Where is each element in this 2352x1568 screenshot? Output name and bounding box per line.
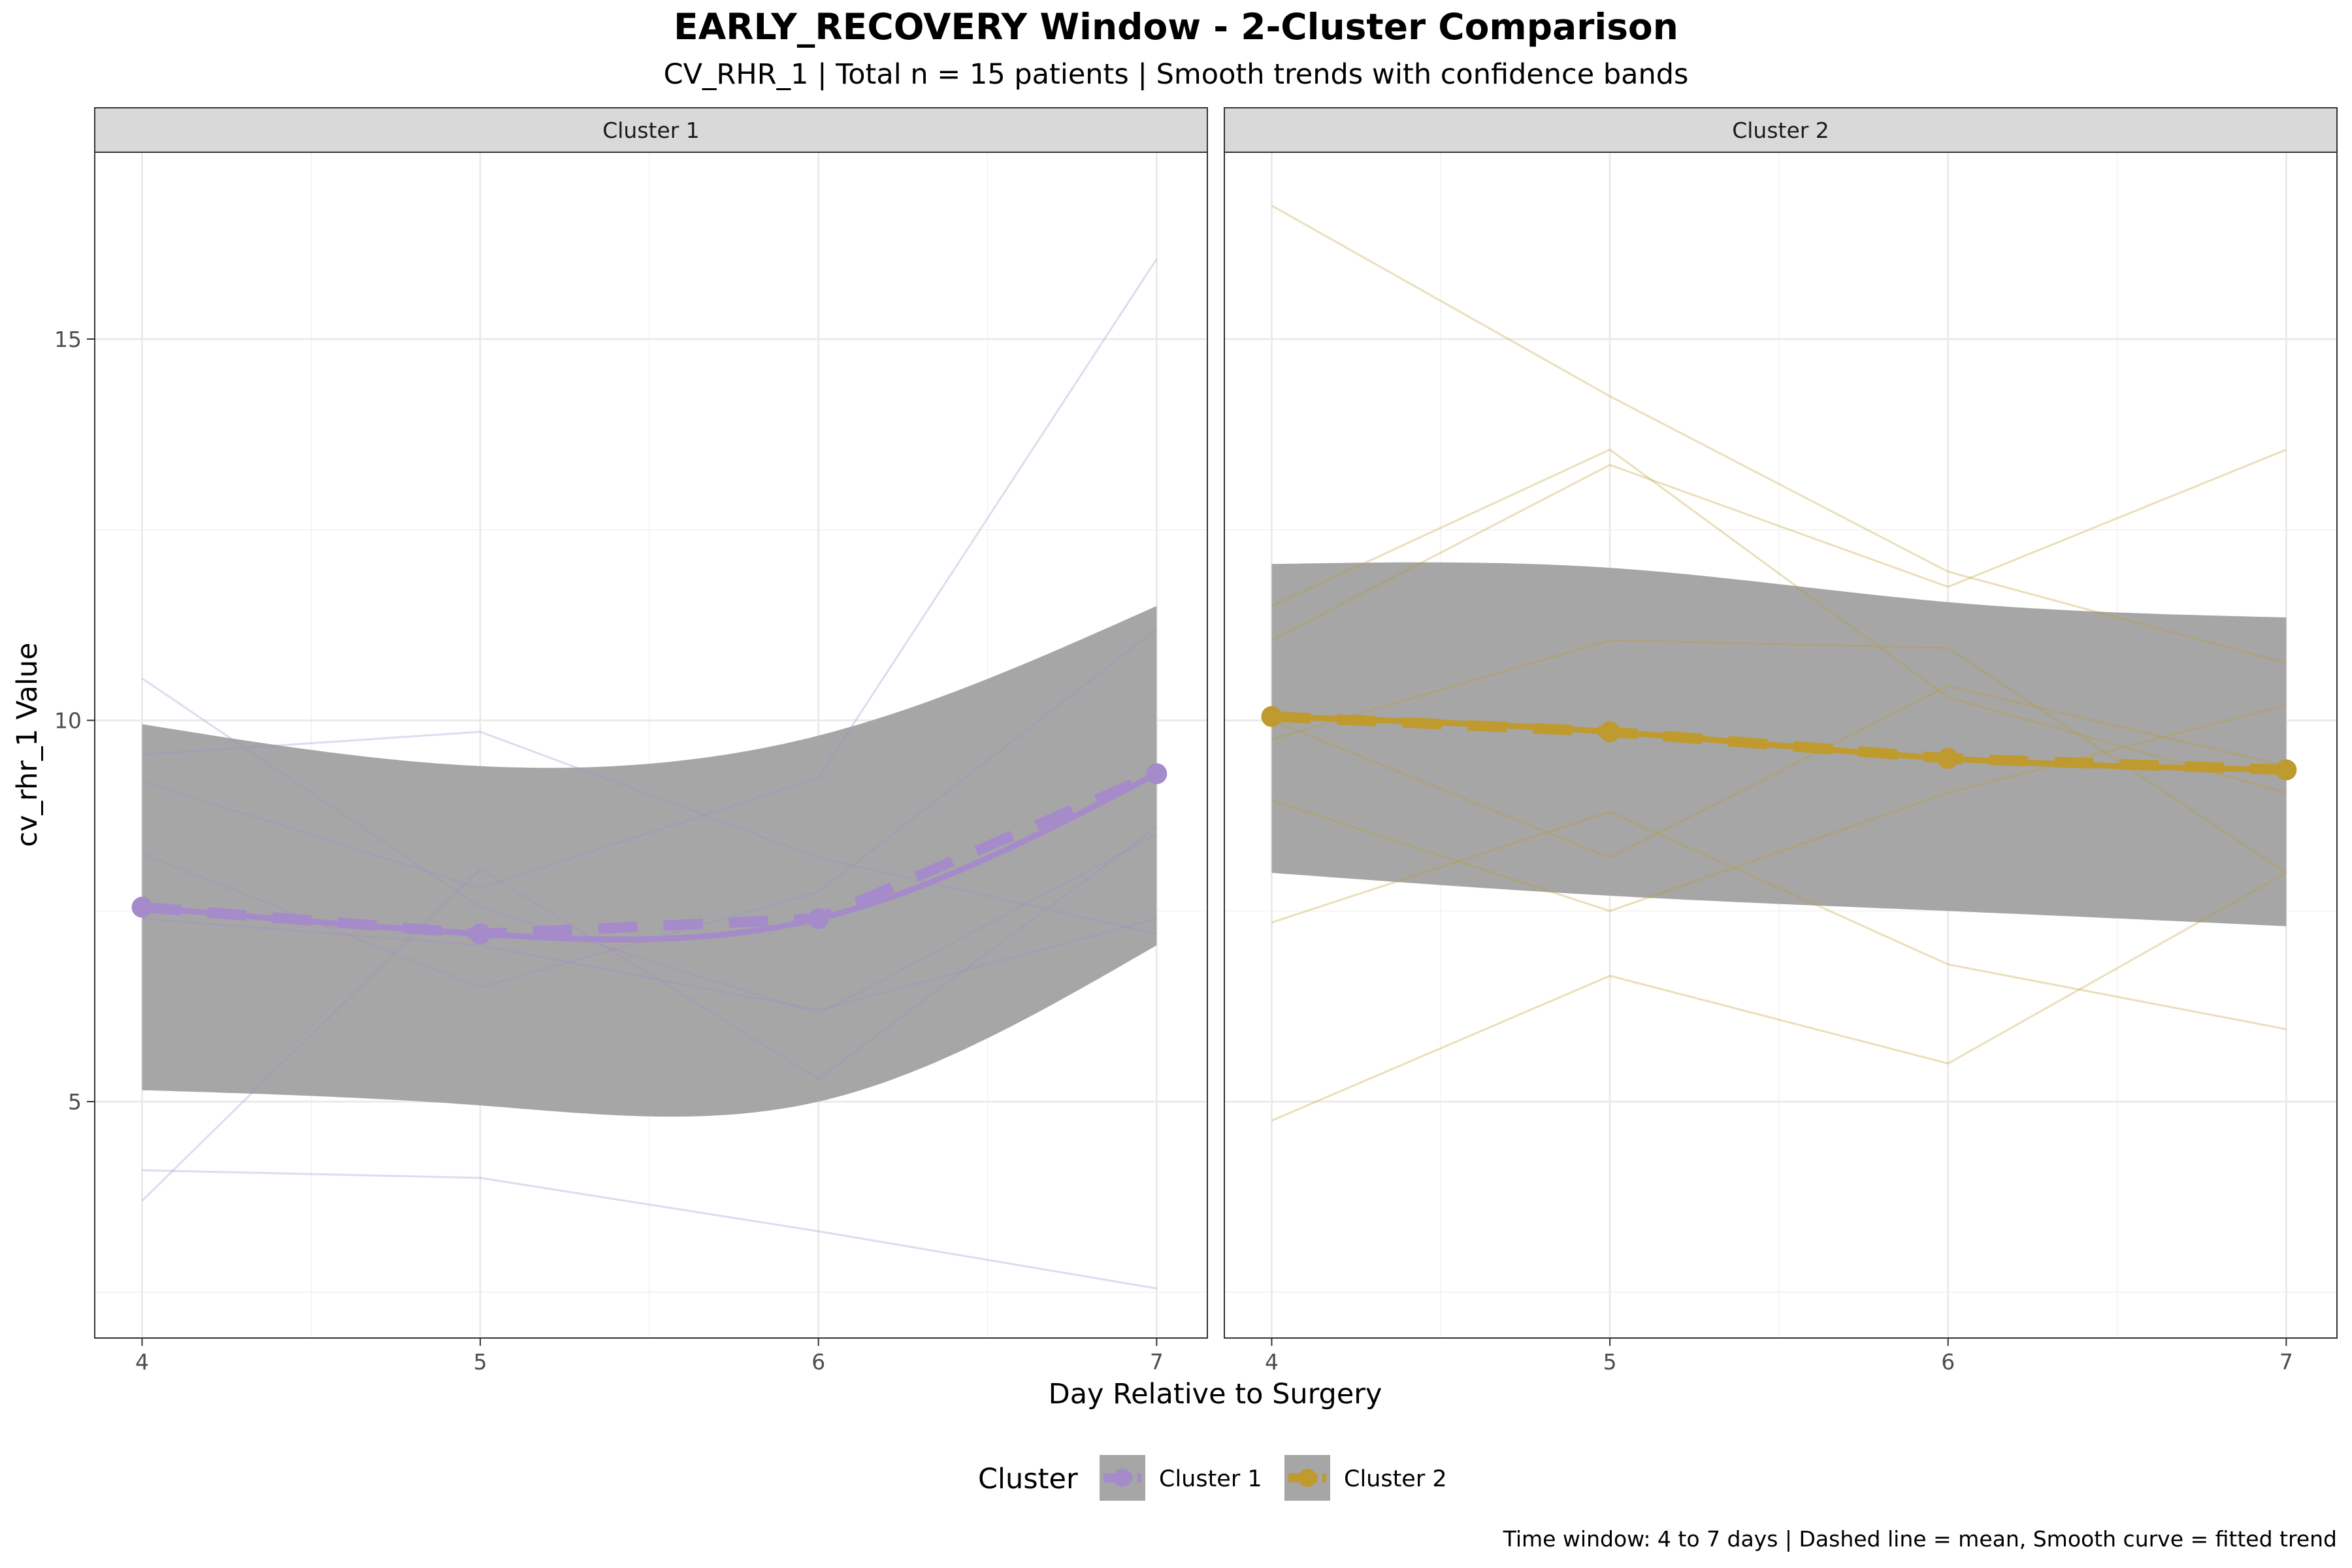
legend-key-cluster-2	[1284, 1455, 1330, 1501]
mean-point	[131, 896, 153, 918]
fitted-trend-line	[139, 770, 1160, 943]
patient-line	[142, 258, 1158, 889]
facet-strip	[1224, 107, 2338, 153]
patient-line	[1271, 204, 2287, 664]
chart-title: EARLY_RECOVERY Window - 2-Cluster Compar…	[674, 6, 1678, 48]
panel-border	[1224, 152, 2338, 1339]
mean-point	[1261, 706, 1282, 727]
facet-strip-label: Cluster 2	[1732, 118, 1829, 143]
patient-line	[142, 1169, 1157, 1290]
patient-line	[1271, 872, 2287, 1122]
x-tick-label: 7	[1150, 1349, 1164, 1375]
x-tick-label: 4	[135, 1349, 149, 1375]
mean-point	[1937, 747, 1959, 769]
patient-line	[141, 826, 1158, 1201]
patient-line	[142, 730, 1157, 935]
y-tick-label: 15	[54, 327, 82, 352]
patient-line	[1271, 448, 2287, 642]
patient-line	[141, 678, 1158, 1015]
x-tick-label: 6	[811, 1349, 825, 1375]
mean-point	[470, 923, 491, 945]
x-tick-label: 7	[2279, 1349, 2293, 1375]
patient-line	[1271, 704, 2287, 912]
mean-point	[2276, 759, 2297, 781]
panel-border	[94, 152, 1208, 1339]
chart-subtitle: CV_RHR_1 | Total n = 15 patients | Smoot…	[664, 58, 1689, 91]
legend-key-cluster-1	[1100, 1455, 1145, 1501]
x-tick-label: 4	[1265, 1349, 1279, 1375]
x-tick-label: 5	[1603, 1349, 1617, 1375]
legend-label-cluster-1: Cluster 1	[1159, 1466, 1262, 1492]
chart-caption: Time window: 4 to 7 days | Dashed line =…	[1503, 1526, 2337, 1552]
y-axis-title: cv_rhr_1 Value	[11, 642, 44, 847]
facet-strip-label: Cluster 1	[602, 118, 700, 143]
x-tick-label: 6	[1941, 1349, 1955, 1375]
patient-line	[1271, 639, 2287, 874]
x-tick-label: 5	[474, 1349, 487, 1375]
panel-cluster-1: Cluster 1 4 5 6 7 5 10 15	[54, 107, 1208, 1375]
patient-line	[1271, 810, 2287, 1030]
mean-point	[1146, 763, 1168, 785]
patient-line	[142, 917, 1157, 1011]
panel-cluster-2: Cluster 2 4 5 6 7	[1224, 107, 2338, 1375]
patient-line	[1271, 448, 2287, 794]
confidence-band	[142, 606, 1157, 1117]
legend-key-point	[1298, 1469, 1316, 1487]
legend-title: Cluster	[978, 1463, 1078, 1495]
y-tick-label: 5	[68, 1089, 82, 1115]
legend-key-point	[1113, 1469, 1132, 1487]
y-tick-label: 10	[54, 708, 82, 734]
mean-point	[808, 908, 829, 930]
legend-label-cluster-2: Cluster 2	[1344, 1466, 1447, 1492]
x-axis-title: Day Relative to Surgery	[1049, 1378, 1382, 1411]
mean-point	[1599, 721, 1621, 743]
legend: Cluster Cluster 1 Cluster 2	[978, 1455, 1447, 1501]
fitted-trend-line	[1269, 713, 2289, 773]
facet-strip	[94, 107, 1208, 153]
patient-line	[1271, 685, 2287, 859]
